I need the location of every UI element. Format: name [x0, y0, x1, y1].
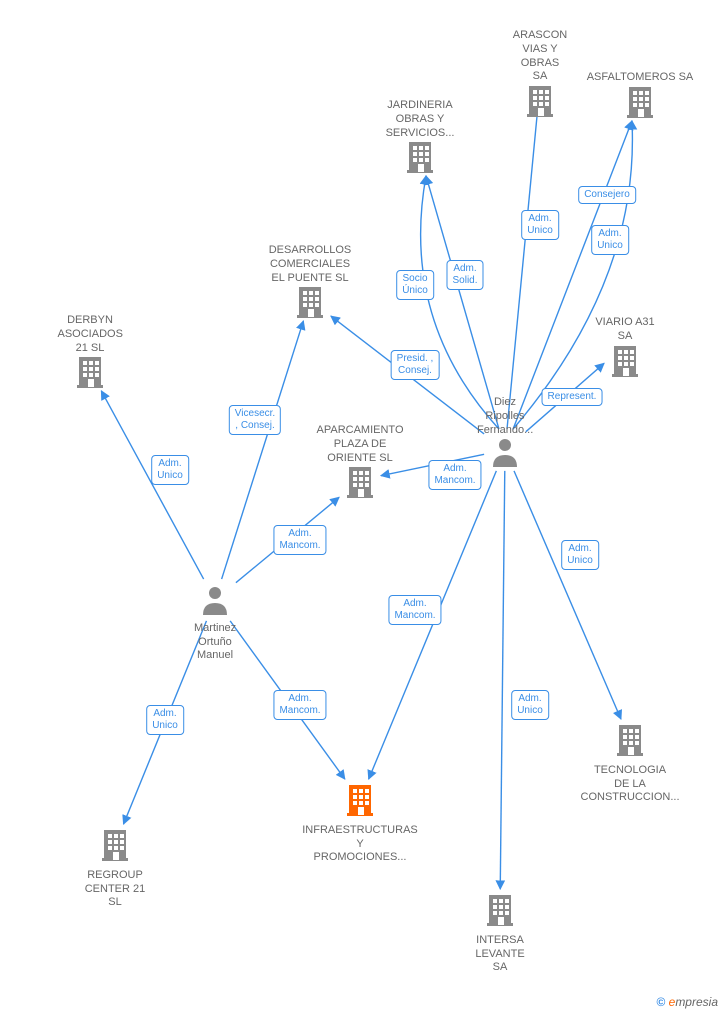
edge [514, 471, 621, 719]
building-icon [58, 355, 123, 394]
company-node[interactable]: VIARIO A31 SA [587, 314, 664, 382]
edge-label: Adm. Mancom. [428, 460, 481, 490]
edge-label: Adm. Solid. [446, 260, 483, 290]
edge [369, 471, 497, 779]
building-icon [512, 84, 568, 123]
edge-label: Adm. Unico [146, 705, 184, 735]
person-node[interactable]: Diez Ripolles Fernando... [477, 394, 533, 472]
company-node[interactable]: REGROUP CENTER 21 SL [77, 828, 154, 910]
node-label: REGROUP CENTER 21 SL [77, 869, 154, 910]
building-icon [386, 140, 455, 179]
company-node[interactable]: INTERSA LEVANTE SA [467, 893, 534, 975]
edge [500, 471, 505, 889]
edge-label: Adm. Unico [511, 690, 549, 720]
edge-label: Presid. , Consej. [391, 350, 440, 380]
company-node[interactable]: DESARROLLOS COMERCIALES EL PUENTE SL [269, 242, 352, 324]
company-node[interactable]: DERBYN ASOCIADOS 21 SL [58, 312, 123, 394]
node-label: Martinez Ortuño Manuel [194, 622, 236, 663]
person-icon [194, 585, 236, 620]
node-label: ARASCON VIAS Y OBRAS SA [512, 29, 568, 84]
node-label: Diez Ripolles Fernando... [477, 396, 533, 437]
company-node[interactable]: INFRAESTRUCTURAS Y PROMOCIONES... [302, 783, 418, 865]
building-icon [587, 344, 664, 383]
brand-rest: mpresia [675, 995, 718, 1009]
person-node[interactable]: Martinez Ortuño Manuel [194, 585, 236, 663]
edge-label: Adm. Unico [561, 540, 599, 570]
edge-label: Adm. Unico [591, 225, 629, 255]
node-label: ASFALTOMEROS SA [587, 71, 694, 85]
node-label: DESARROLLOS COMERCIALES EL PUENTE SL [269, 244, 352, 285]
company-node[interactable]: JARDINERIA OBRAS Y SERVICIOS... [386, 97, 455, 179]
node-label: DERBYN ASOCIADOS 21 SL [58, 314, 123, 355]
company-node[interactable]: ARASCON VIAS Y OBRAS SA [512, 27, 568, 123]
edge [507, 106, 538, 429]
edge [426, 176, 499, 429]
copyright-symbol: © [656, 995, 665, 1009]
building-icon [317, 465, 404, 504]
company-node[interactable]: TECNOLOGIA DE LA CONSTRUCCION... [581, 723, 680, 805]
edge-label: Consejero [578, 186, 636, 204]
edge-label: Adm. Mancom. [388, 595, 441, 625]
building-icon [77, 828, 154, 867]
edge [101, 391, 203, 579]
node-label: JARDINERIA OBRAS Y SERVICIOS... [386, 99, 455, 140]
building-icon [269, 285, 352, 324]
company-node[interactable]: APARCAMIENTO PLAZA DE ORIENTE SL [317, 422, 404, 504]
footer: © empresia [656, 995, 718, 1009]
edge-label: Represent. [542, 388, 603, 406]
person-icon [477, 437, 533, 472]
node-label: INTERSA LEVANTE SA [467, 934, 534, 975]
node-label: INFRAESTRUCTURAS Y PROMOCIONES... [302, 824, 418, 865]
building-icon [581, 723, 680, 762]
edge-label: Socio Único [396, 270, 434, 300]
building-icon [302, 783, 418, 822]
node-label: VIARIO A31 SA [587, 316, 664, 344]
node-label: TECNOLOGIA DE LA CONSTRUCCION... [581, 764, 680, 805]
building-icon [467, 893, 534, 932]
edge-label: Adm. Unico [521, 210, 559, 240]
edge [421, 176, 499, 429]
edge [513, 121, 632, 429]
edge-label: Adm. Mancom. [273, 690, 326, 720]
edge-label: Adm. Mancom. [273, 525, 326, 555]
building-icon [587, 85, 694, 124]
edge-label: Adm. Unico [151, 455, 189, 485]
company-node[interactable]: ASFALTOMEROS SA [587, 69, 694, 124]
node-label: APARCAMIENTO PLAZA DE ORIENTE SL [317, 424, 404, 465]
edge-label: Vicesecr. , Consej. [229, 405, 281, 435]
